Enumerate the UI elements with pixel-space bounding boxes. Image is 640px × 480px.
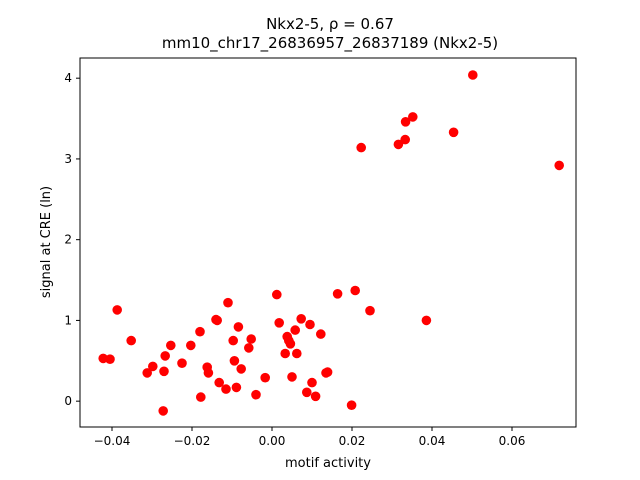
data-point-38: [292, 348, 302, 359]
data-point-54: [400, 117, 411, 127]
data-point-43: [310, 391, 321, 402]
data-point-8: [160, 351, 170, 361]
data-point-3: [126, 335, 136, 346]
data-point-20: [223, 297, 233, 308]
data-point-30: [272, 289, 282, 300]
data-point-57: [448, 127, 459, 138]
data-points: [98, 70, 564, 416]
y-axis-ticks: 0 1 2 3 4: [64, 71, 80, 408]
data-point-59: [554, 160, 564, 171]
data-point-53: [400, 134, 411, 145]
data-point-51: [365, 305, 375, 316]
data-point-2: [112, 305, 122, 315]
x-tick-label-4: 0.04: [419, 434, 446, 448]
chart-title-line-2: mm10_chr17_26836957_26837189 (Nkx2-5): [162, 34, 498, 53]
data-point-4: [142, 368, 152, 378]
data-point-10: [177, 358, 187, 369]
data-point-12: [195, 326, 205, 337]
data-point-41: [305, 319, 315, 330]
data-point-27: [246, 334, 256, 344]
y-tick-label-2: 2: [64, 233, 72, 247]
data-point-19: [221, 384, 231, 394]
data-point-13: [196, 392, 206, 402]
data-point-24: [233, 322, 244, 332]
data-point-28: [251, 389, 261, 400]
data-point-18: [214, 377, 224, 388]
x-tick-label-1: −0.02: [174, 434, 211, 448]
data-point-25: [236, 364, 246, 374]
data-point-50: [356, 142, 367, 153]
data-point-21: [228, 335, 238, 346]
data-point-36: [287, 372, 297, 382]
data-point-56: [421, 315, 432, 326]
data-point-29: [260, 372, 271, 383]
data-point-22: [229, 356, 240, 366]
data-point-49: [350, 285, 361, 296]
data-point-23: [231, 382, 242, 393]
data-point-52: [393, 139, 404, 150]
data-point-39: [296, 314, 307, 324]
data-point-42: [307, 377, 317, 388]
chart-title-line-1: Nkx2-5, ρ = 0.67: [266, 15, 394, 33]
y-tick-label-0: 0: [64, 394, 72, 408]
y-axis-label: signal at CRE (ln): [39, 186, 54, 298]
data-point-7: [159, 366, 169, 377]
data-point-55: [408, 112, 418, 122]
x-tick-label-0: −0.04: [94, 434, 131, 448]
y-tick-label-3: 3: [64, 152, 72, 166]
y-tick-label-4: 4: [64, 71, 72, 85]
data-point-40: [302, 387, 312, 398]
data-point-17: [212, 315, 222, 326]
data-point-26: [244, 343, 254, 353]
data-point-48: [346, 400, 357, 411]
x-tick-label-3: 0.02: [339, 434, 366, 448]
data-point-9: [166, 340, 176, 351]
data-point-31: [274, 318, 285, 328]
data-point-46: [322, 367, 333, 377]
y-tick-label-1: 1: [64, 313, 72, 327]
data-point-1: [105, 354, 115, 365]
data-point-5: [148, 361, 158, 372]
data-point-6: [158, 406, 168, 416]
x-tick-label-2: 0.00: [259, 434, 286, 448]
x-axis-label: motif activity: [285, 456, 371, 471]
data-point-32: [280, 348, 291, 359]
data-point-47: [332, 289, 343, 299]
data-point-11: [186, 340, 196, 351]
data-point-58: [468, 70, 478, 80]
data-point-44: [316, 329, 326, 339]
x-axis-ticks: −0.04 −0.02 0.00 0.02 0.04 0.06: [94, 427, 526, 448]
data-point-37: [290, 325, 301, 335]
data-point-15: [203, 368, 214, 378]
data-point-35: [285, 339, 296, 349]
x-tick-label-5: 0.06: [499, 434, 526, 448]
plot-frame: [79, 57, 577, 428]
